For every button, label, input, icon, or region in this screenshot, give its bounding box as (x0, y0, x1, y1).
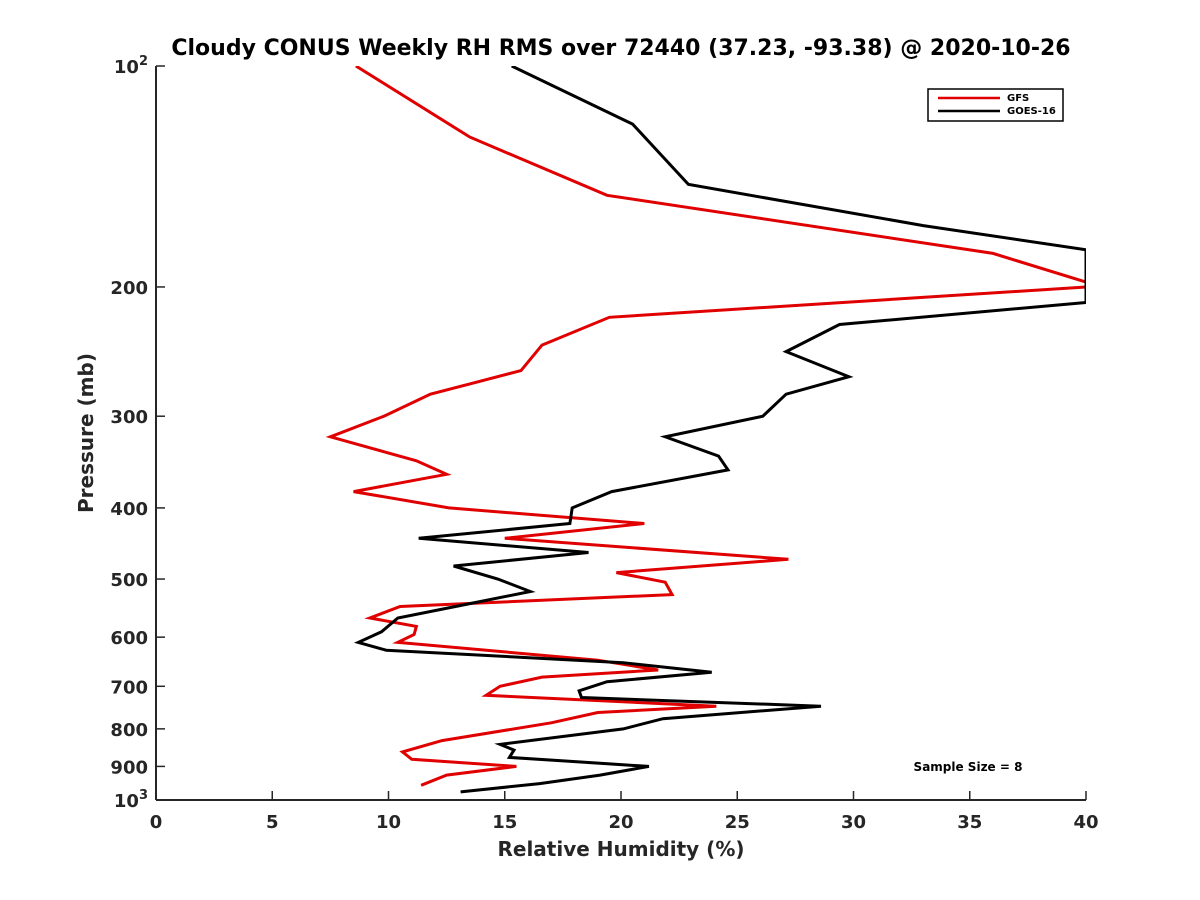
x-tick-label: 10 (376, 812, 401, 833)
legend: GFS GOES-16 (927, 88, 1064, 122)
y-tick-label: 102 (114, 54, 148, 78)
x-tick-label: 15 (492, 812, 517, 833)
chart-title: Cloudy CONUS Weekly RH RMS over 72440 (3… (171, 36, 1070, 61)
y-axis-label: Pressure (mb) (74, 353, 98, 513)
y-tick-label: 400 (110, 499, 148, 520)
x-axis-ticks: 0 5 10 15 20 25 30 35 40 (150, 791, 1099, 833)
y-tick-label: 300 (110, 407, 148, 428)
x-tick-label: 25 (725, 812, 750, 833)
series-line-goes16 (353, 66, 1086, 794)
series-line-gfs (325, 66, 1086, 787)
y-tick-label: 200 (110, 278, 148, 299)
x-tick-label: 35 (957, 812, 982, 833)
sample-size-annotation: Sample Size = 8 (914, 760, 1023, 774)
y-tick-label: 500 (110, 570, 148, 591)
x-tick-label: 30 (841, 812, 866, 833)
y-tick-label: 700 (110, 677, 148, 698)
y-tick-label: 103 (114, 788, 148, 812)
x-tick-label: 0 (150, 812, 163, 833)
plot-area (325, 66, 1086, 794)
legend-box (927, 88, 1064, 122)
legend-label-gfs: GFS (1007, 93, 1029, 104)
x-axis-label: Relative Humidity (%) (497, 837, 744, 861)
x-tick-label: 40 (1073, 812, 1098, 833)
y-tick-label: 600 (110, 628, 148, 649)
legend-label-goes16: GOES-16 (1007, 106, 1056, 117)
y-axis-ticks: 102 200 300 400 500 600 700 800 900 103 (110, 54, 165, 812)
y-tick-label: 800 (110, 720, 148, 741)
y-tick-label: 900 (110, 757, 148, 778)
x-tick-label: 20 (608, 812, 633, 833)
series-group (325, 66, 1086, 794)
x-tick-label: 5 (266, 812, 279, 833)
